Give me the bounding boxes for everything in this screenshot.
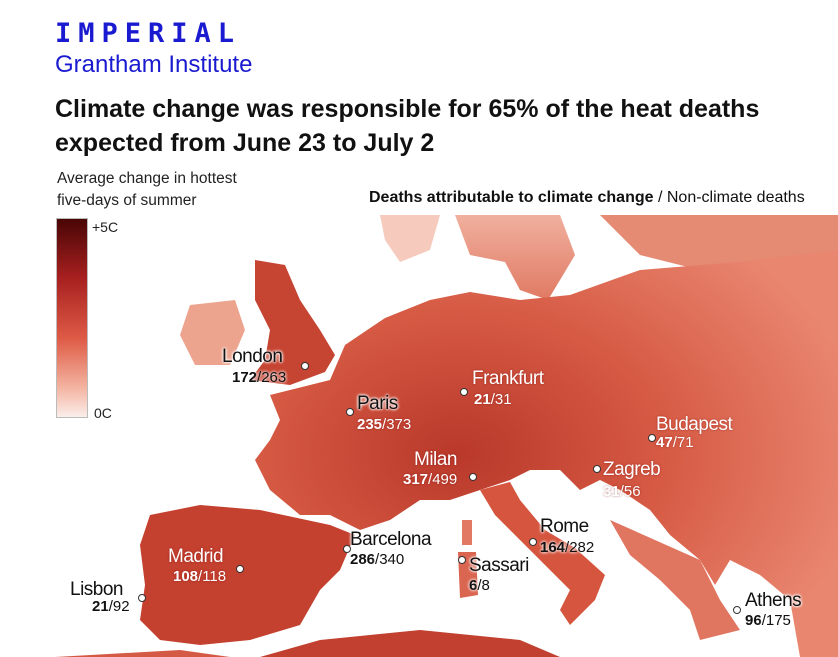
city-deaths-frankfurt: 21/31 bbox=[474, 392, 512, 408]
city-label-madrid: Madrid bbox=[168, 546, 224, 567]
city-marker-barcelona bbox=[343, 545, 351, 553]
non-climate-deaths: /118 bbox=[198, 568, 227, 585]
climate-deaths: 317 bbox=[403, 471, 429, 488]
climate-deaths: 6 bbox=[469, 577, 478, 594]
city-label-milan: Milan bbox=[414, 449, 457, 470]
city-deaths-sassari: 6/8 bbox=[469, 578, 490, 594]
non-climate-deaths: /56 bbox=[619, 483, 641, 500]
legend-color-bar bbox=[56, 218, 88, 418]
city-deaths-rome: 164/282 bbox=[540, 540, 594, 556]
legend-title: Average change in hottest five-days of s… bbox=[57, 168, 237, 212]
non-climate-deaths: /282 bbox=[565, 539, 595, 556]
legend-title-line2: five-days of summer bbox=[57, 192, 197, 209]
city-deaths-athens: 96/175 bbox=[745, 613, 791, 629]
deaths-header: Deaths attributable to climate change / … bbox=[369, 189, 805, 207]
city-marker-frankfurt bbox=[460, 388, 468, 396]
legend-min-label: 0C bbox=[94, 405, 112, 421]
scandinavia bbox=[380, 215, 440, 262]
city-marker-lisbon bbox=[138, 594, 146, 602]
city-deaths-zagreb: 31/56 bbox=[603, 484, 641, 500]
city-label-london: London bbox=[222, 346, 283, 367]
non-climate-deaths: /499 bbox=[428, 471, 458, 488]
city-label-barcelona: Barcelona bbox=[350, 529, 432, 550]
continent bbox=[255, 250, 838, 657]
non-climate-deaths: /373 bbox=[382, 416, 412, 433]
non-climate-deaths: /340 bbox=[375, 551, 405, 568]
non-climate-deaths: /71 bbox=[672, 434, 694, 451]
city-marker-madrid bbox=[236, 565, 244, 573]
legend-max-label: +5C bbox=[92, 219, 119, 235]
climate-deaths: 164 bbox=[540, 539, 566, 556]
city-deaths-lisbon: 21/92 bbox=[92, 599, 130, 615]
city-label-frankfurt: Frankfurt bbox=[472, 368, 544, 389]
city-deaths-london: 172/263 bbox=[232, 370, 286, 386]
city-marker-paris bbox=[346, 408, 354, 416]
city-label-athens: Athens bbox=[745, 590, 802, 611]
deaths-header-rest: Non-climate deaths bbox=[666, 189, 805, 206]
city-deaths-milan: 317/499 bbox=[403, 472, 457, 488]
non-climate-deaths: /31 bbox=[490, 391, 512, 408]
city-deaths-budapest: 47/71 bbox=[656, 435, 694, 451]
non-climate-deaths: /175 bbox=[761, 612, 791, 629]
climate-deaths: 172 bbox=[232, 369, 258, 386]
city-label-paris: Paris bbox=[357, 393, 398, 414]
climate-deaths: 31 bbox=[603, 483, 620, 500]
brand-subtitle: Grantham Institute bbox=[55, 51, 253, 78]
non-climate-deaths: /8 bbox=[477, 577, 490, 594]
city-label-sassari: Sassari bbox=[469, 555, 529, 576]
britain bbox=[250, 260, 335, 385]
city-marker-rome bbox=[529, 538, 537, 546]
climate-deaths: 47 bbox=[656, 434, 673, 451]
legend-title-line1: Average change in hottest bbox=[57, 170, 237, 187]
city-marker-zagreb bbox=[593, 465, 601, 473]
city-marker-london bbox=[301, 362, 309, 370]
city-deaths-madrid: 108/118 bbox=[173, 569, 226, 585]
city-label-rome: Rome bbox=[540, 516, 589, 537]
italy bbox=[480, 482, 605, 625]
city-deaths-barcelona: 286/340 bbox=[350, 552, 404, 568]
city-marker-budapest bbox=[648, 434, 656, 442]
climate-deaths: 21 bbox=[92, 598, 109, 615]
iberia bbox=[140, 505, 355, 645]
climate-deaths: 235 bbox=[357, 416, 383, 433]
page-title: Climate change was responsible for 65% o… bbox=[55, 95, 760, 157]
climate-deaths: 286 bbox=[350, 551, 376, 568]
brand-logo: IMPERIAL bbox=[55, 18, 242, 49]
non-climate-deaths: /92 bbox=[108, 598, 130, 615]
deaths-header-bold: Deaths attributable to climate change bbox=[369, 189, 654, 206]
city-deaths-paris: 235/373 bbox=[357, 417, 411, 433]
climate-deaths: 21 bbox=[474, 391, 491, 408]
city-marker-sassari bbox=[458, 556, 466, 564]
city-label-lisbon: Lisbon bbox=[70, 579, 124, 600]
climate-deaths: 108 bbox=[173, 568, 199, 585]
city-marker-milan bbox=[469, 473, 477, 481]
climate-deaths: 96 bbox=[745, 612, 762, 629]
city-label-budapest: Budapest bbox=[656, 414, 733, 435]
deaths-header-sep: / bbox=[653, 189, 667, 206]
city-label-zagreb: Zagreb bbox=[603, 459, 661, 480]
non-climate-deaths: /263 bbox=[257, 369, 287, 386]
city-marker-athens bbox=[733, 606, 741, 614]
